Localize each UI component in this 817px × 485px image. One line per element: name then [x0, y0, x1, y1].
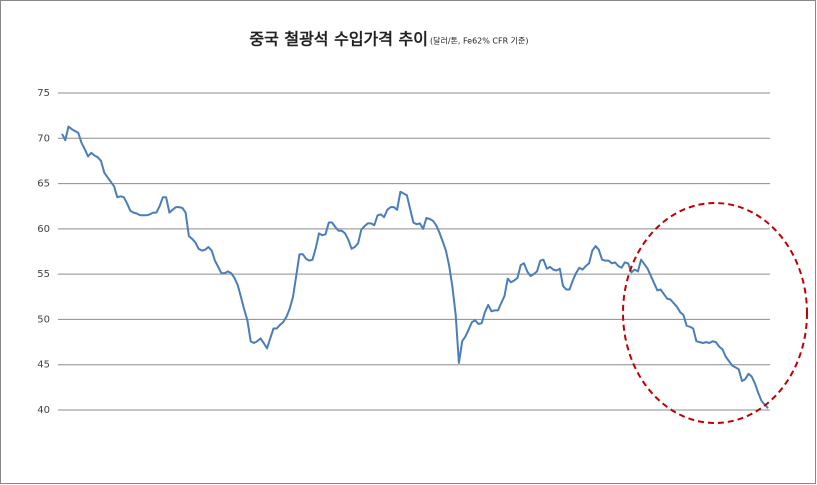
chart-subtitle: (달러/톤, Fe62% CFR 기준): [430, 37, 529, 46]
y-tick-label: 70: [37, 133, 50, 144]
y-tick-label: 75: [37, 88, 50, 99]
y-tick-label: 60: [37, 224, 50, 235]
y-tick-label: 55: [37, 269, 50, 280]
y-tick-label: 40: [37, 405, 50, 416]
y-tick-label: 65: [37, 179, 50, 190]
price-line: [61, 125, 769, 409]
y-tick-label: 50: [37, 314, 50, 325]
plot-area: 40 45 50 55 60 65 70 75: [37, 88, 770, 416]
y-tick-label: 45: [37, 360, 50, 371]
chart-title: 중국 철광석 수입가격 추이: [249, 30, 428, 49]
highlight-ellipse: [622, 202, 808, 424]
